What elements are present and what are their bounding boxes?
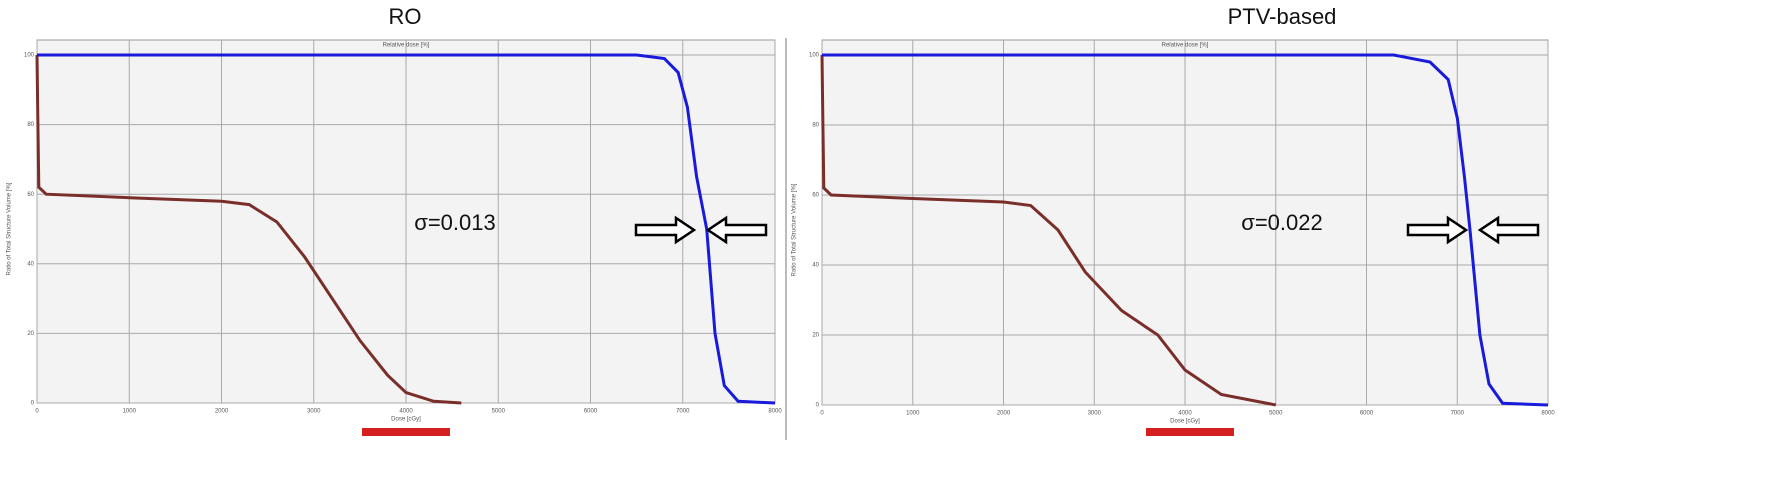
- dvh-curve: [820, 54, 1277, 407]
- x-tick-label: 0: [35, 409, 39, 415]
- x-tick-label: 2000: [215, 409, 229, 415]
- arrow: [1477, 215, 1540, 245]
- y-tick-label: 0: [816, 403, 820, 409]
- x-tick-label: 6000: [584, 409, 598, 415]
- y-tick-label: 40: [27, 261, 34, 267]
- y-axis-label: Ratio of Total Structure Volume [%]: [7, 182, 13, 275]
- y-tick-label: 0: [31, 401, 35, 407]
- x-tick-label: 5000: [1269, 411, 1283, 417]
- x-axis-label: Dose [cGy]: [1170, 419, 1200, 425]
- annotation: σ=0.013: [414, 210, 495, 235]
- y-tick-label: 80: [27, 122, 34, 128]
- y-tick-label: 100: [809, 53, 820, 59]
- x-tick-label: 8000: [768, 409, 782, 415]
- red-bar: [1146, 428, 1234, 436]
- y-tick-label: 80: [812, 123, 819, 129]
- x-tick-label: 0: [820, 411, 824, 417]
- x-tick-label: 8000: [1541, 411, 1555, 417]
- x-tick-label: 4000: [1178, 411, 1192, 417]
- annotation: σ=0.022: [1241, 210, 1322, 235]
- x-tick-label: 5000: [492, 409, 506, 415]
- arrow: [1406, 215, 1469, 245]
- x-tick-label: 7000: [676, 409, 690, 415]
- x2-axis-label: Relative dose [%]: [1162, 43, 1209, 49]
- arrow: [634, 215, 697, 245]
- y-tick-label: 100: [24, 53, 35, 59]
- x-tick-label: 3000: [1088, 411, 1102, 417]
- y-tick-label: 20: [812, 333, 819, 339]
- dvh-curve: [37, 53, 776, 405]
- y-tick-label: 60: [812, 193, 819, 199]
- x-tick-label: 1000: [123, 409, 137, 415]
- red-bar: [362, 428, 450, 436]
- dvh-curve: [35, 54, 462, 405]
- dvh-curve: [822, 53, 1549, 407]
- chart-title: PTV-based: [1228, 4, 1337, 29]
- x-tick-label: 7000: [1451, 411, 1465, 417]
- x-tick-label: 6000: [1360, 411, 1374, 417]
- y-axis-label: Ratio of Total Structure Volume [%]: [792, 183, 798, 276]
- x-tick-label: 1000: [906, 411, 920, 417]
- chart-title: RO: [389, 4, 422, 29]
- y-tick-label: 60: [27, 192, 34, 198]
- x-axis-label: Dose [cGy]: [391, 417, 421, 423]
- x2-axis-label: Relative dose [%]: [383, 43, 430, 49]
- x-tick-label: 4000: [399, 409, 413, 415]
- x-tick-label: 3000: [307, 409, 321, 415]
- x-tick-label: 2000: [997, 411, 1011, 417]
- y-tick-label: 20: [27, 331, 34, 337]
- arrow: [705, 215, 768, 245]
- y-tick-label: 40: [812, 263, 819, 269]
